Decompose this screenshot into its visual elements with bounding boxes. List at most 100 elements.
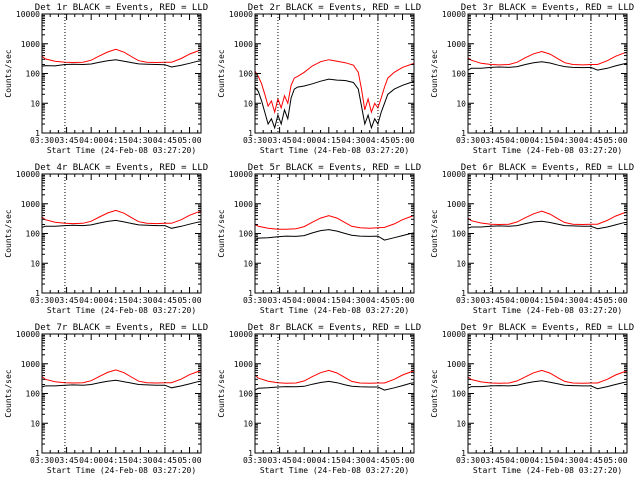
y-tick-label: 10	[456, 259, 466, 268]
y-axis-label: Counts/sec	[217, 209, 226, 257]
chart-title: Det 8r BLACK = Events, RED = LLD	[248, 323, 421, 333]
y-tick-label: 10	[30, 259, 40, 268]
x-tick-label: 04:00	[505, 456, 529, 465]
x-axis-label: Start Time (24-Feb-08 03:27:20)	[473, 466, 622, 475]
x-axis-label: Start Time (24-Feb-08 03:27:20)	[260, 146, 409, 155]
y-axis-label: Counts/sec	[217, 369, 226, 417]
x-tick-label: 05:00	[603, 296, 627, 305]
x-axis-label: Start Time (24-Feb-08 03:27:20)	[260, 466, 409, 475]
chart-panel-2: Det 2r BLACK = Events, RED = LLD 1 10 100 10…	[217, 3, 421, 155]
x-tick-label: 03:45	[481, 456, 505, 465]
chart-panel-7: Det 7r BLACK = Events, RED = LLD 1 10 100 10…	[4, 323, 208, 475]
x-tick-label: 03:30	[243, 456, 267, 465]
events-series-line	[42, 379, 201, 389]
y-tick-label: 10	[243, 259, 253, 268]
y-tick-label: 1000	[447, 40, 466, 49]
lld-series-line	[255, 369, 414, 384]
x-tick-label: 04:45	[366, 296, 390, 305]
y-tick-label: 10000	[442, 10, 466, 19]
plot-frame	[254, 333, 415, 454]
x-tick-label: 03:45	[481, 136, 505, 145]
chart-panel-4: Det 4r BLACK = Events, RED = LLD 1 10 100 10…	[4, 163, 208, 315]
y-tick-label: 1000	[234, 360, 253, 369]
x-tick-label: 04:30	[128, 456, 152, 465]
y-tick-label: 1	[248, 449, 253, 458]
plot-frame	[467, 13, 628, 134]
plot-frame	[41, 13, 202, 134]
x-tick-label: 03:30	[243, 296, 267, 305]
y-tick-label: 1	[248, 129, 253, 138]
chart-title: Det 1r BLACK = Events, RED = LLD	[35, 3, 208, 13]
plot-frame	[467, 333, 628, 454]
lld-series-line	[468, 50, 627, 66]
chart-title: Det 7r BLACK = Events, RED = LLD	[35, 323, 208, 333]
y-tick-label: 1	[35, 449, 40, 458]
y-tick-label: 10000	[442, 330, 466, 339]
x-tick-label: 04:30	[341, 456, 365, 465]
x-tick-label: 04:45	[153, 456, 177, 465]
y-tick-label: 1	[461, 289, 466, 298]
chart-panel-5: Det 5r BLACK = Events, RED = LLD 1 10 100 10…	[217, 163, 421, 315]
x-tick-label: 04:00	[292, 136, 316, 145]
y-tick-label: 10000	[229, 170, 253, 179]
x-tick-label: 04:45	[153, 136, 177, 145]
x-tick-label: 03:45	[268, 456, 292, 465]
x-tick-label: 04:15	[530, 296, 554, 305]
y-tick-label: 10000	[442, 170, 466, 179]
y-tick-label: 10000	[16, 10, 40, 19]
x-tick-label: 04:00	[79, 136, 103, 145]
y-tick-label: 1	[461, 449, 466, 458]
x-axis-label: Start Time (24-Feb-08 03:27:20)	[473, 306, 622, 315]
lld-series-line	[468, 210, 627, 226]
x-tick-label: 03:45	[55, 296, 79, 305]
plot-frame	[41, 173, 202, 294]
y-tick-label: 1	[35, 289, 40, 298]
y-tick-label: 100	[239, 390, 254, 399]
x-tick-label: 04:30	[128, 296, 152, 305]
x-tick-label: 05:00	[390, 456, 414, 465]
y-tick-label: 100	[26, 230, 41, 239]
x-tick-label: 04:15	[104, 296, 128, 305]
x-tick-label: 03:30	[456, 136, 480, 145]
y-axis-label: Counts/sec	[430, 369, 439, 417]
plot-frame	[467, 173, 628, 294]
x-tick-label: 04:30	[554, 296, 578, 305]
x-axis-label: Start Time (24-Feb-08 03:27:20)	[47, 146, 196, 155]
x-axis-label: Start Time (24-Feb-08 03:27:20)	[260, 306, 409, 315]
y-tick-label: 1000	[21, 360, 40, 369]
chart-title: Det 4r BLACK = Events, RED = LLD	[35, 163, 208, 173]
x-axis-label: Start Time (24-Feb-08 03:27:20)	[47, 466, 196, 475]
events-series-line	[468, 220, 627, 230]
x-tick-label: 04:15	[104, 136, 128, 145]
x-tick-label: 03:30	[456, 296, 480, 305]
y-tick-label: 1000	[447, 360, 466, 369]
events-series-line	[468, 380, 627, 390]
y-tick-label: 100	[452, 70, 467, 79]
x-axis-label: Start Time (24-Feb-08 03:27:20)	[473, 146, 622, 155]
x-tick-label: 04:45	[579, 136, 603, 145]
y-tick-label: 1000	[447, 200, 466, 209]
chart-panel-9: Det 9r BLACK = Events, RED = LLD 1 10 100 10…	[430, 323, 634, 475]
y-axis-label: Counts/sec	[4, 369, 13, 417]
y-tick-label: 10	[456, 419, 466, 428]
x-tick-label: 03:45	[55, 136, 79, 145]
lld-series-line	[255, 215, 414, 230]
x-tick-label: 04:15	[317, 136, 341, 145]
y-tick-label: 10000	[16, 170, 40, 179]
x-tick-label: 03:45	[268, 296, 292, 305]
y-tick-label: 1	[461, 129, 466, 138]
lld-series-line	[42, 209, 201, 225]
x-tick-label: 05:00	[390, 136, 414, 145]
y-tick-label: 1000	[234, 40, 253, 49]
plot-frame	[41, 333, 202, 454]
y-tick-label: 10	[30, 419, 40, 428]
chart-title: Det 9r BLACK = Events, RED = LLD	[461, 323, 634, 333]
x-tick-label: 03:30	[30, 296, 54, 305]
x-tick-label: 05:00	[603, 136, 627, 145]
x-tick-label: 05:00	[177, 456, 201, 465]
x-tick-label: 04:30	[341, 136, 365, 145]
y-tick-label: 1	[248, 289, 253, 298]
x-tick-label: 04:00	[79, 456, 103, 465]
x-tick-label: 04:00	[292, 456, 316, 465]
